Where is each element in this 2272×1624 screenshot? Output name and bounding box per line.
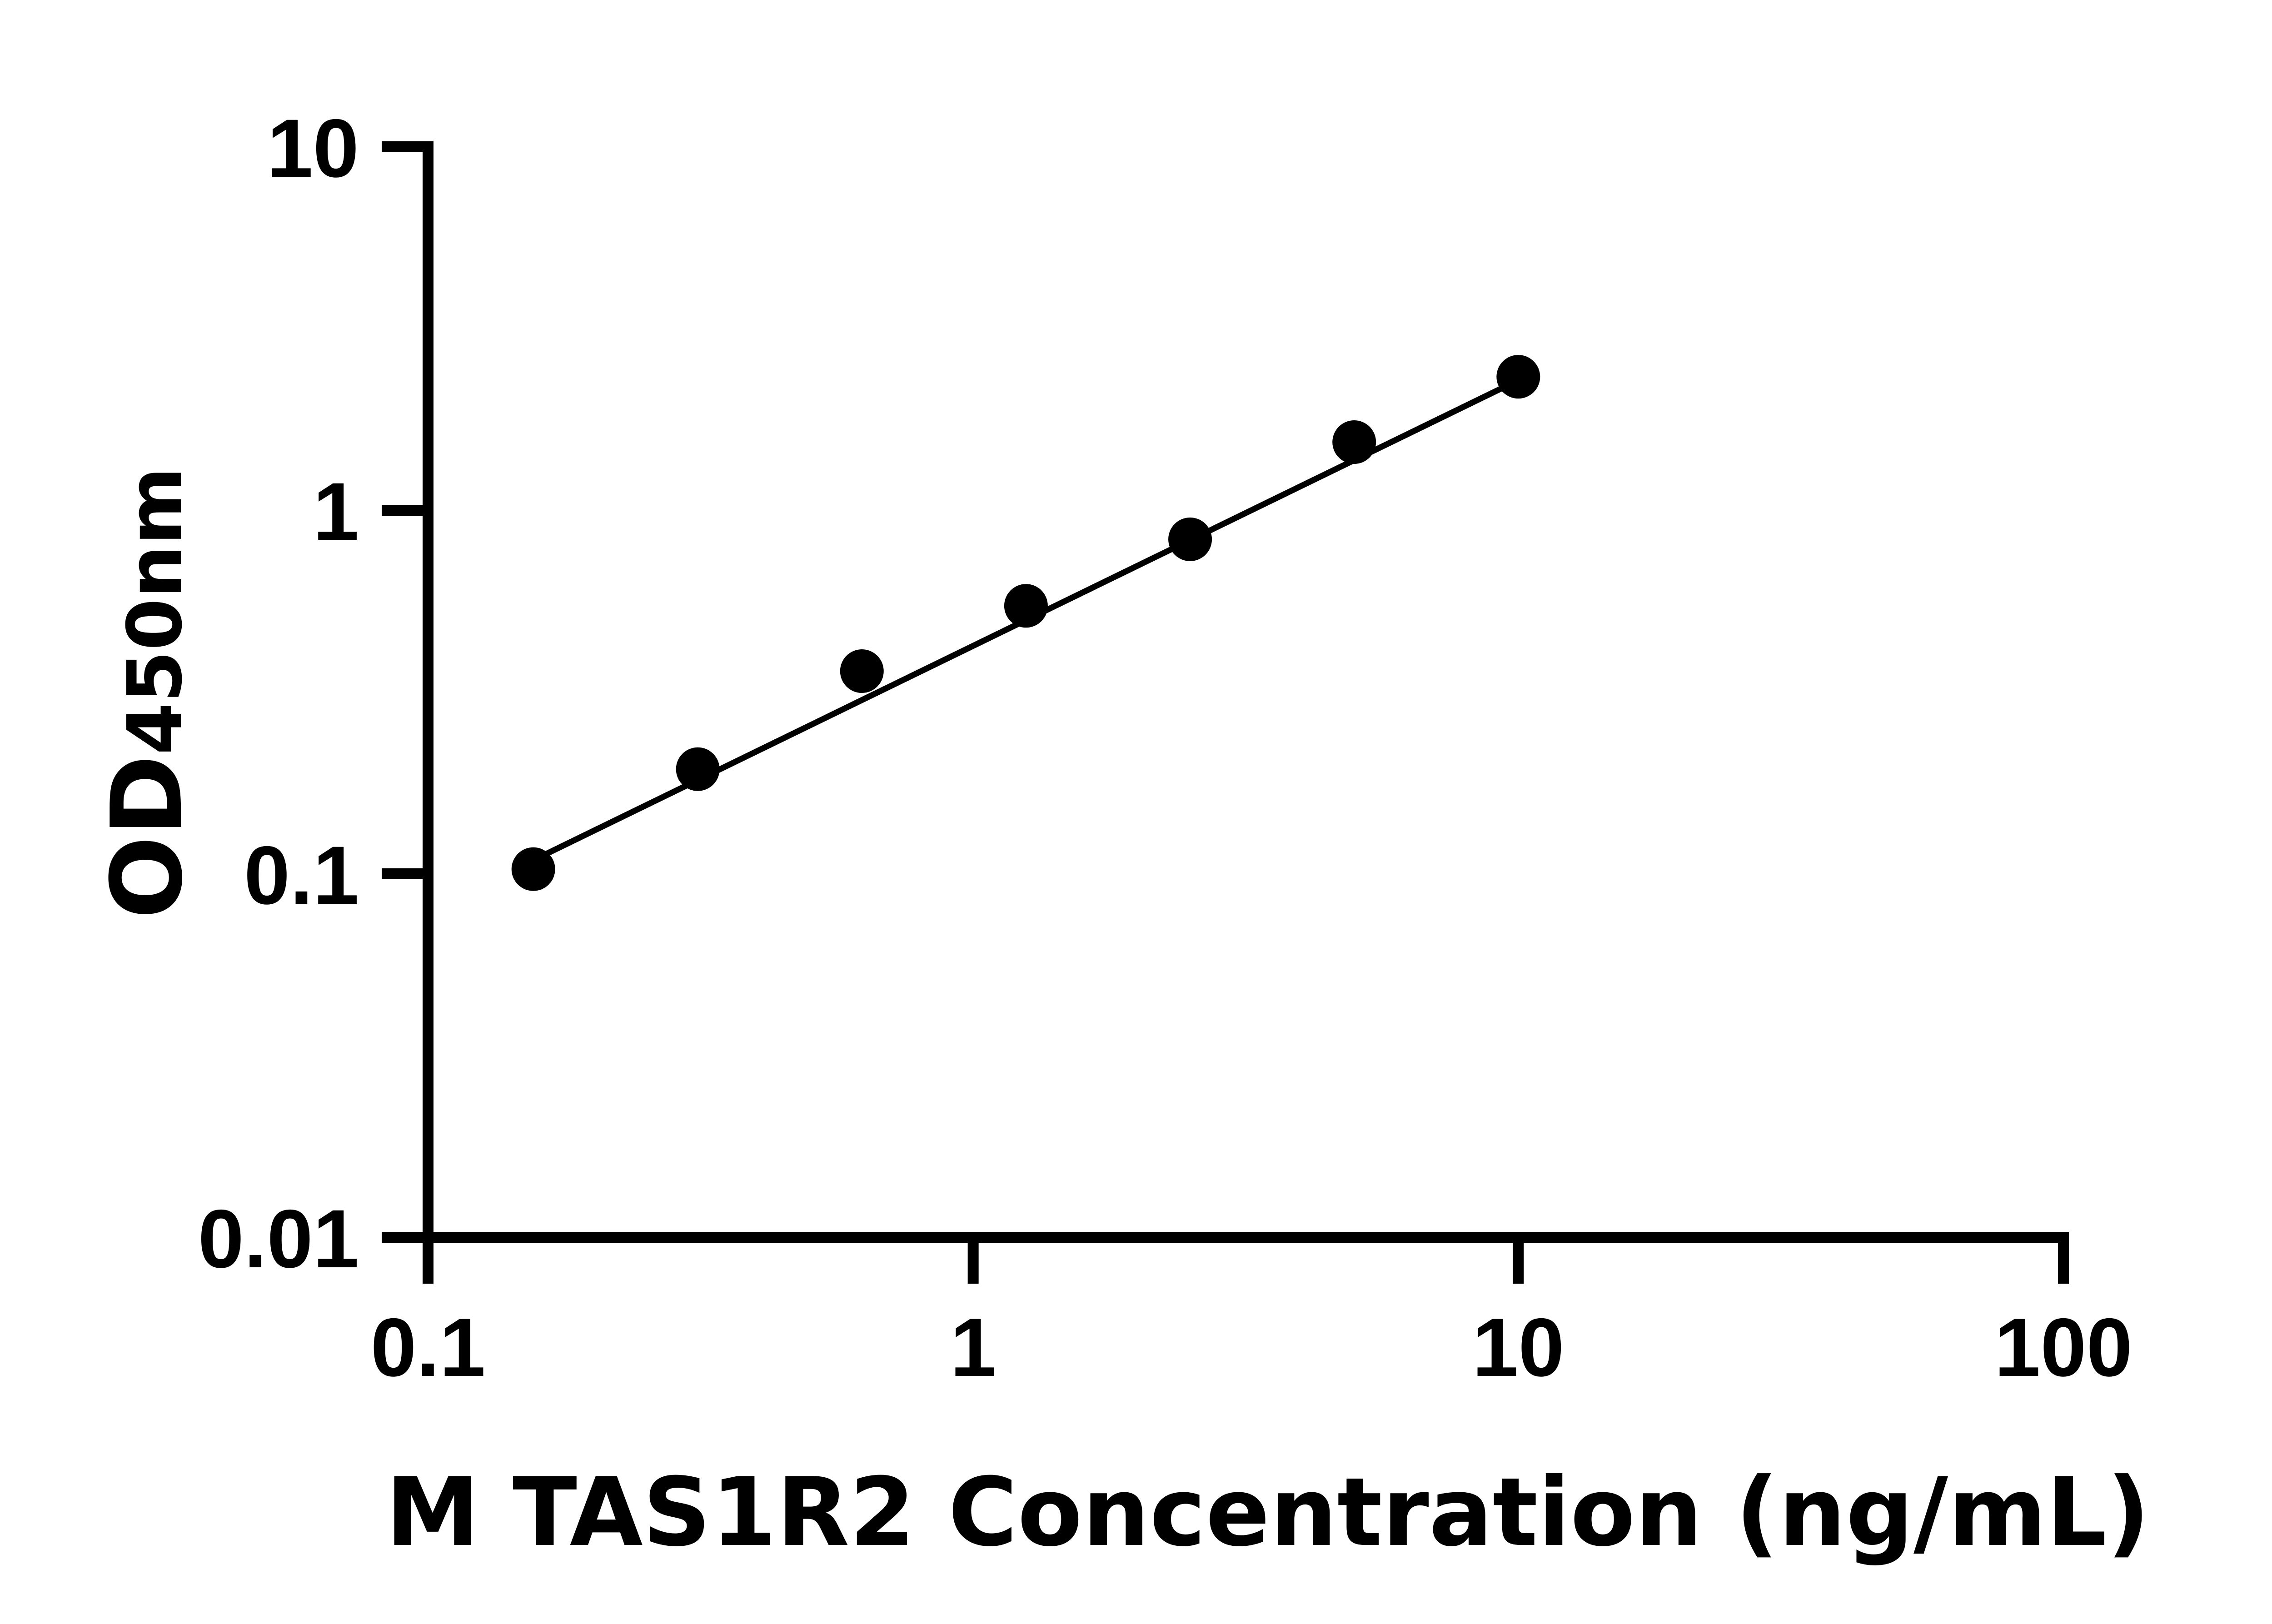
y-tick-label: 0.01: [198, 1192, 359, 1285]
x-tick-label: 10: [1472, 1301, 1564, 1394]
plot-area: [511, 355, 1540, 891]
y-axis-ticks: 0.01 0.1 1 10: [198, 102, 428, 1285]
y-tick-label: 1: [313, 465, 359, 558]
y-axis: 0.01 0.1 1 10: [198, 102, 433, 1285]
y-axis-title-sub: 450nm: [111, 467, 199, 755]
x-tick-label: 1: [950, 1301, 996, 1394]
x-axis-ticks: 0.1 1 10 100: [370, 1237, 2132, 1394]
data-points-layer: [511, 355, 1540, 891]
y-axis-title: OD450nm: [90, 467, 204, 919]
data-point: [1332, 420, 1376, 464]
data-point: [676, 747, 720, 791]
x-tick-label: 0.1: [370, 1301, 485, 1394]
data-point: [1004, 584, 1048, 628]
y-axis-title-main: OD: [90, 755, 204, 919]
data-point: [511, 847, 555, 891]
x-axis: 0.1 1 10 100: [370, 1232, 2132, 1394]
y-tick-label: 0.1: [244, 829, 359, 922]
x-axis-title: M TAS1R2 Concentration (ng/mL): [386, 1458, 2150, 1568]
y-tick-label: 10: [267, 102, 359, 194]
data-point: [840, 649, 884, 693]
data-point: [1168, 517, 1212, 561]
data-point: [1496, 355, 1540, 399]
svg-text:OD450nm: OD450nm: [90, 467, 204, 919]
x-tick-label: 100: [1994, 1301, 2132, 1394]
